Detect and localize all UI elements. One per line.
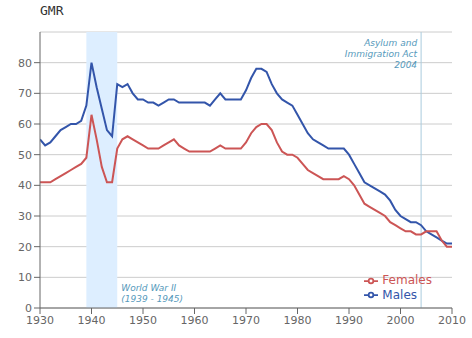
svg-text:1980: 1980 — [284, 314, 312, 327]
svg-text:Asylum andImmigration Act2004: Asylum andImmigration Act2004 — [345, 38, 418, 70]
svg-text:1990: 1990 — [335, 314, 363, 327]
svg-text:1930: 1930 — [26, 314, 54, 327]
svg-text:10: 10 — [18, 271, 32, 284]
svg-text:1970: 1970 — [232, 314, 260, 327]
svg-text:80: 80 — [18, 57, 32, 70]
svg-text:1960: 1960 — [181, 314, 209, 327]
svg-text:World War II(1939 - 1945): World War II(1939 - 1945) — [121, 283, 183, 304]
svg-text:60: 60 — [18, 118, 32, 131]
html-text:GMR: GMR — [40, 3, 64, 18]
svg-text:30: 30 — [18, 210, 32, 223]
svg-text:2000: 2000 — [387, 314, 415, 327]
svg-text:0: 0 — [25, 302, 32, 315]
html-text:Males: Males — [382, 287, 417, 302]
svg-text:1940: 1940 — [78, 314, 106, 327]
svg-text:70: 70 — [18, 87, 32, 100]
svg-text:2010: 2010 — [438, 314, 464, 327]
svg-text:50: 50 — [18, 149, 32, 162]
svg-text:20: 20 — [18, 241, 32, 254]
svg-text:40: 40 — [18, 179, 32, 192]
html-text:Females: Females — [382, 273, 432, 287]
svg-text:1950: 1950 — [129, 314, 157, 327]
